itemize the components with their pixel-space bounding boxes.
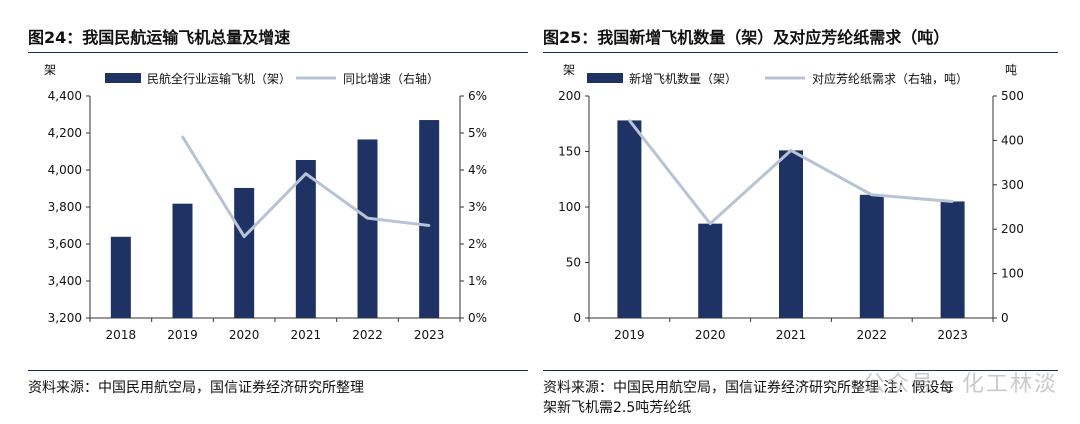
right-tick-label: 3% (468, 200, 487, 214)
right-tick-label: 400 (1001, 133, 1024, 147)
left-tick-label: 3,200 (48, 311, 82, 325)
left-tick-label: 0 (573, 311, 581, 325)
x-tick-label: 2019 (167, 328, 198, 342)
legend-bar-label: 新增飞机数量（架） (629, 71, 737, 86)
source-note-line2: 架新飞机需2.5吨芳纶纸 (543, 400, 692, 416)
bar (779, 150, 803, 318)
source-rule (543, 370, 1058, 371)
title-rule (543, 52, 1058, 53)
right-tick-label: 500 (1001, 89, 1024, 103)
bar (172, 203, 193, 318)
bar (110, 236, 131, 318)
line-point (870, 193, 873, 196)
legend-bar-label: 民航全行业运输飞机（架） (147, 71, 291, 86)
right-tick-label: 0% (468, 311, 487, 325)
line-point (709, 222, 712, 225)
left-tick-label: 150 (558, 145, 581, 159)
x-tick-label: 2022 (857, 328, 888, 342)
legend-line-label: 同比增速（右轴） (343, 71, 439, 86)
chart-panel-1: 图24：我国民航运输飞机总量及增速 3,200 3,400 3,600 3,800 4,… (28, 0, 528, 424)
line-point (427, 224, 431, 227)
chart-panel-2: 图25：我国新增飞机数量（架）及对应芳纶纸需求（吨） 0 50 100 150 200 0… (543, 0, 1058, 424)
bar (234, 187, 255, 318)
line-point (304, 172, 308, 175)
left-axis-unit: 架 (44, 63, 56, 77)
right-tick-label: 1% (468, 274, 487, 288)
legend-line-label: 对应芳纶纸需求（右轴，吨） (812, 71, 968, 86)
x-tick-label: 2022 (352, 328, 383, 342)
chart-plot: 0 50 100 150 200 0 100 200 300 400 500 2019 2020 2021… (558, 63, 1024, 342)
legend-bar-swatch (587, 73, 623, 83)
right-tick-label: 0 (1001, 311, 1009, 325)
left-axis-unit: 架 (563, 63, 575, 77)
bar (859, 194, 884, 318)
left-tick-label: 100 (558, 200, 581, 214)
bar (617, 120, 642, 318)
bar (419, 120, 440, 318)
right-tick-label: 100 (1001, 267, 1024, 281)
right-tick-label: 300 (1001, 178, 1024, 192)
chart-legend: 民航全行业运输飞机（架） 同比增速（右轴） (105, 71, 439, 86)
right-tick-label: 2% (468, 237, 487, 251)
left-tick-label: 3,800 (48, 200, 82, 214)
right-tick-label: 5% (468, 126, 487, 140)
right-tick-label: 6% (468, 89, 487, 103)
line-point (242, 235, 246, 238)
left-tick-label: 4,400 (48, 89, 82, 103)
watermark: 公众号 · 化工林淡 (863, 372, 1058, 397)
line-point (789, 149, 793, 152)
left-tick-label: 3,600 (48, 237, 82, 251)
left-tick-label: 4,000 (48, 163, 82, 177)
left-tick-label: 200 (558, 89, 581, 103)
line-point (366, 216, 369, 220)
title-rule (28, 52, 528, 53)
source-rule (28, 370, 528, 371)
x-tick-label: 2020 (695, 328, 726, 342)
source-note: 资料来源：中国民用航空局，国信证券经济研究所整理 注：假设每 (543, 380, 954, 396)
bar (357, 139, 378, 318)
left-tick-label: 4,200 (48, 126, 82, 140)
chart-title: 图25：我国新增飞机数量（架）及对应芳纶纸需求（吨） (543, 28, 950, 47)
right-tick-label: 4% (468, 163, 487, 177)
x-tick-label: 2023 (937, 328, 968, 342)
left-tick-label: 3,400 (48, 274, 82, 288)
left-tick-label: 50 (566, 256, 581, 270)
chart-title: 图24：我国民航运输飞机总量及增速 (28, 28, 291, 47)
chart-legend: 新增飞机数量（架） 对应芳纶纸需求（右轴，吨） (587, 71, 968, 86)
chart-plot: 3,200 3,400 3,600 3,800 4,000 4,200 4,400 0% 1% 2… (44, 63, 487, 342)
right-axis-unit: 吨 (1005, 63, 1017, 77)
x-tick-label: 2021 (291, 328, 322, 342)
x-tick-label: 2019 (614, 328, 645, 342)
line-point (181, 135, 184, 138)
bar (698, 223, 723, 318)
x-tick-label: 2018 (106, 328, 137, 342)
line-point (951, 200, 954, 203)
bar (295, 160, 316, 318)
source-note: 资料来源：中国民用航空局，国信证券经济研究所整理 (28, 380, 364, 396)
right-tick-label: 200 (1001, 222, 1024, 236)
x-tick-label: 2021 (776, 328, 807, 342)
line-point (628, 119, 631, 122)
x-tick-label: 2020 (229, 328, 260, 342)
bar (940, 201, 965, 318)
x-tick-label: 2023 (414, 328, 445, 342)
legend-bar-swatch (105, 73, 141, 83)
